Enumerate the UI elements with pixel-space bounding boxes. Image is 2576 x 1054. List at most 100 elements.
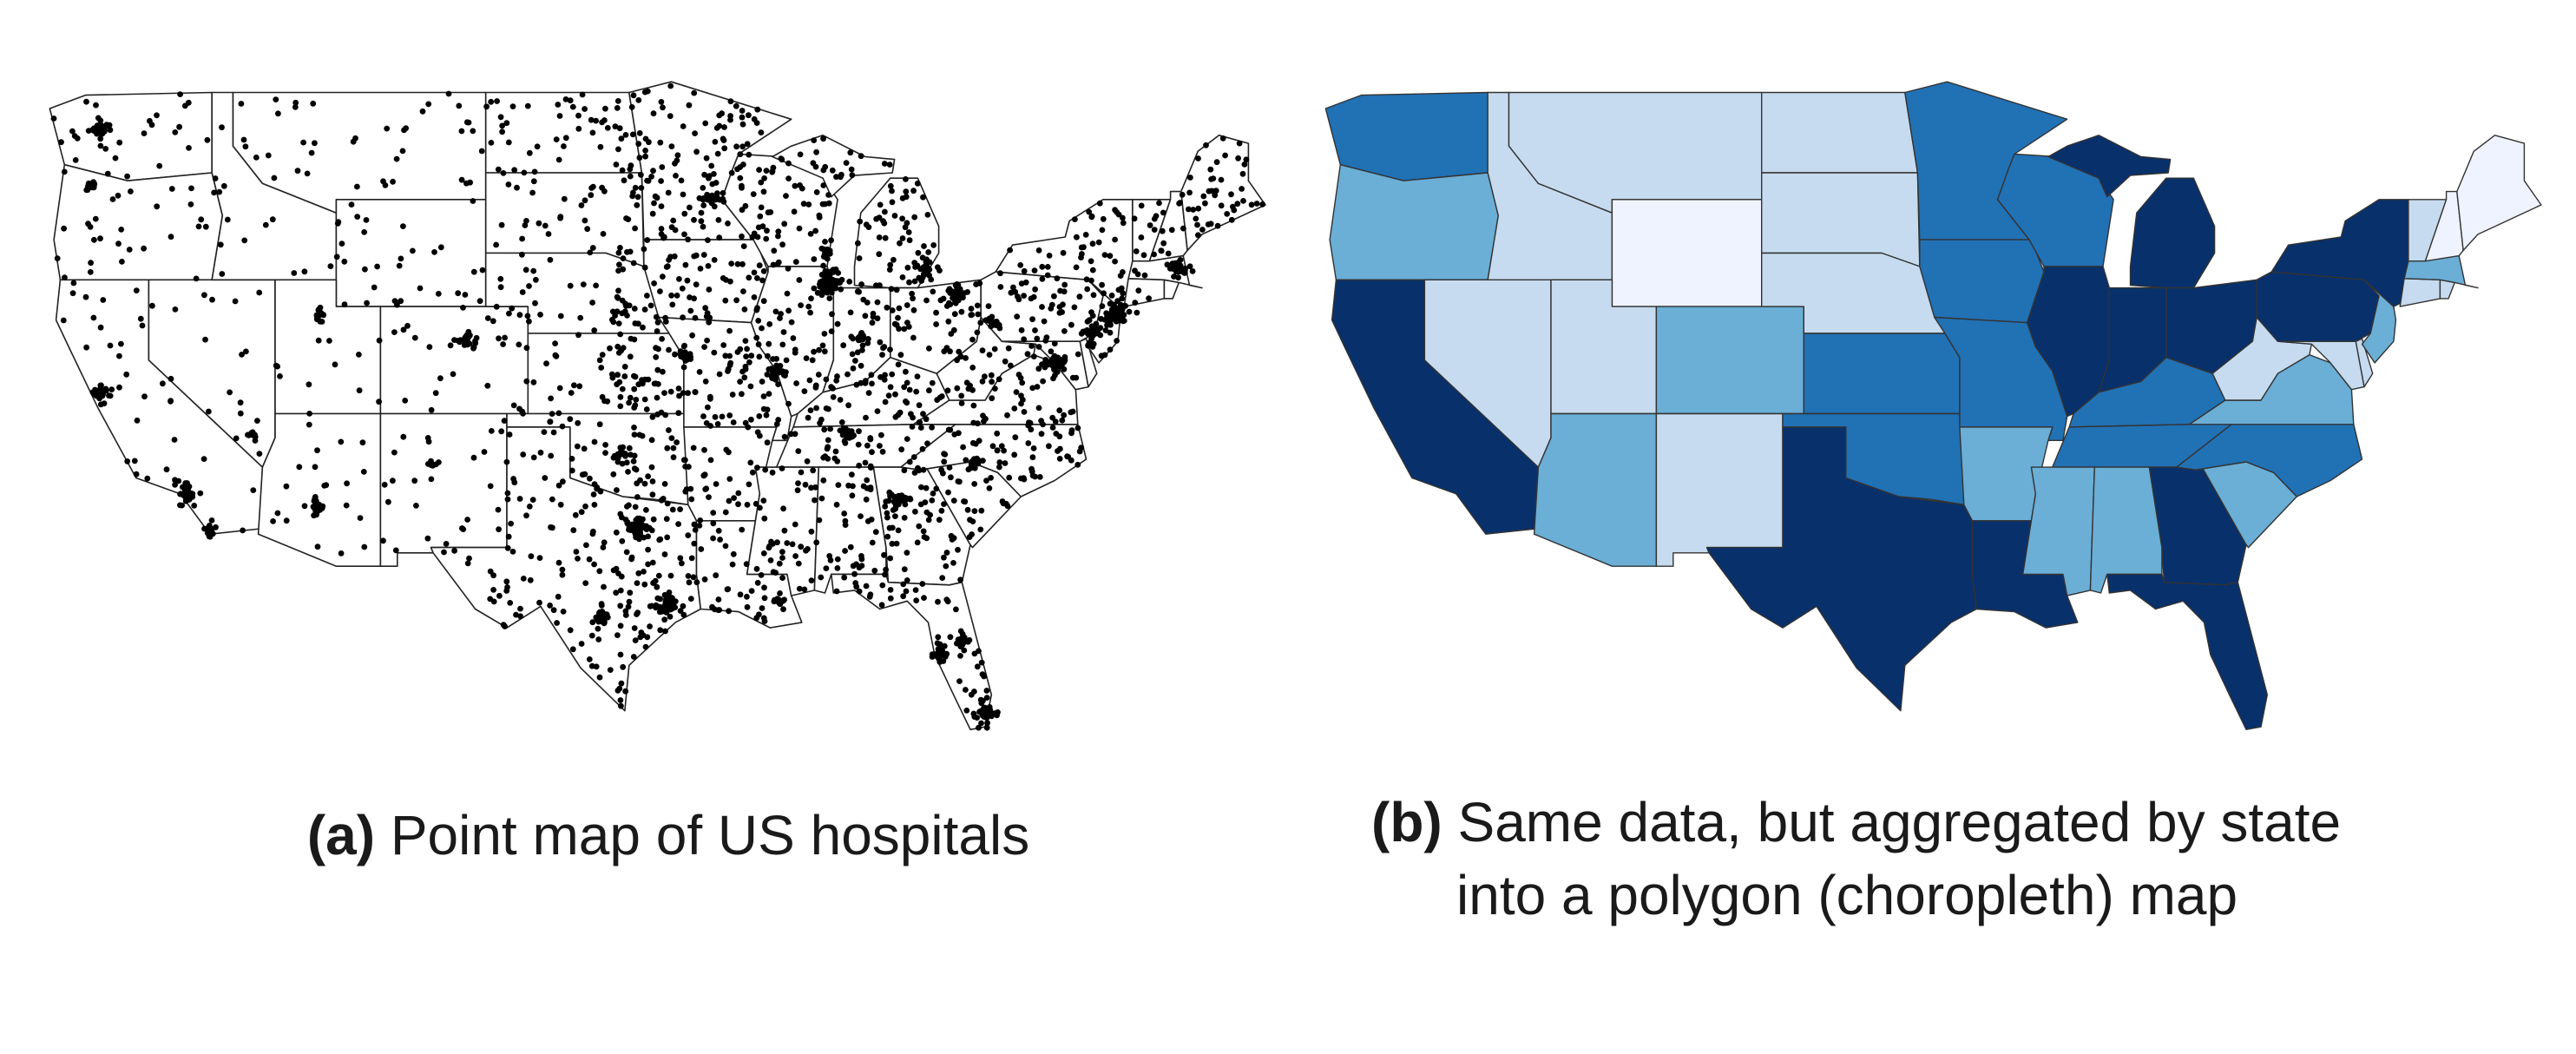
hospital-point bbox=[1002, 460, 1009, 466]
hospital-point bbox=[484, 382, 491, 389]
hospital-point bbox=[1241, 161, 1248, 168]
hospital-point bbox=[1036, 474, 1043, 480]
hospital-point bbox=[154, 112, 160, 119]
state-outline-fl bbox=[831, 573, 993, 731]
hospital-point bbox=[1151, 215, 1158, 222]
hospital-point bbox=[727, 113, 733, 119]
hospital-point bbox=[680, 123, 687, 129]
hospital-point bbox=[92, 386, 98, 393]
hospital-point bbox=[903, 194, 910, 201]
hospital-point bbox=[728, 169, 735, 176]
hospital-point bbox=[631, 431, 638, 438]
hospital-point bbox=[978, 659, 985, 666]
hospital-point bbox=[878, 431, 884, 438]
hospital-point bbox=[701, 171, 707, 178]
hospital-point bbox=[661, 390, 667, 396]
hospital-point bbox=[1089, 240, 1096, 247]
hospital-point bbox=[621, 373, 628, 379]
hospital-point bbox=[645, 473, 651, 480]
hospital-point bbox=[923, 259, 930, 266]
hospital-point bbox=[510, 476, 516, 482]
hospital-point bbox=[560, 609, 567, 615]
hospital-point bbox=[833, 501, 840, 508]
hospital-point bbox=[670, 454, 677, 461]
hospital-point bbox=[1151, 251, 1157, 258]
hospital-point bbox=[1100, 215, 1107, 222]
state-outline-wv bbox=[936, 316, 1037, 401]
hospital-point bbox=[948, 532, 955, 539]
hospital-point bbox=[1052, 418, 1059, 425]
hospital-point bbox=[753, 334, 760, 341]
hospital-point bbox=[1103, 310, 1110, 317]
hospital-point bbox=[537, 312, 543, 318]
hospital-point bbox=[881, 344, 888, 350]
hospital-point bbox=[817, 419, 823, 426]
hospital-point bbox=[1228, 216, 1235, 223]
hospital-point bbox=[922, 499, 929, 505]
hospital-point bbox=[595, 625, 601, 632]
hospital-point bbox=[1038, 431, 1045, 438]
hospital-point bbox=[1039, 263, 1046, 270]
caption-a-label: (a) bbox=[306, 804, 376, 866]
hospital-point bbox=[588, 662, 595, 669]
hospital-point bbox=[498, 221, 505, 228]
hospital-point bbox=[884, 510, 890, 517]
hospital-point bbox=[596, 674, 603, 681]
hospital-point bbox=[526, 318, 532, 325]
hospital-point bbox=[254, 418, 260, 424]
hospital-point bbox=[760, 188, 767, 195]
hospital-point bbox=[978, 720, 984, 727]
hospital-point bbox=[306, 411, 312, 417]
hospital-point bbox=[470, 345, 476, 352]
hospital-point bbox=[778, 155, 785, 161]
hospital-point bbox=[685, 390, 691, 397]
hospital-point bbox=[1011, 405, 1018, 412]
hospital-point bbox=[1017, 262, 1024, 268]
hospital-point bbox=[693, 579, 700, 586]
hospital-point bbox=[500, 170, 507, 176]
hospital-point bbox=[587, 475, 593, 482]
hospital-point bbox=[172, 306, 179, 313]
hospital-point bbox=[901, 467, 908, 474]
hospital-point bbox=[1165, 250, 1172, 257]
hospital-point bbox=[726, 476, 733, 482]
hospital-point bbox=[505, 139, 512, 146]
hospital-point bbox=[910, 454, 917, 460]
hospital-point bbox=[1131, 215, 1138, 222]
hospital-point bbox=[622, 451, 628, 458]
hospital-point bbox=[615, 287, 621, 294]
hospital-point bbox=[1218, 202, 1225, 209]
hospital-point bbox=[877, 282, 883, 288]
hospital-point bbox=[139, 322, 146, 329]
hospital-point bbox=[1081, 244, 1087, 251]
hospital-point bbox=[848, 428, 855, 434]
hospital-point bbox=[1022, 279, 1029, 286]
hospital-point bbox=[843, 160, 850, 166]
hospital-point bbox=[628, 527, 634, 533]
hospital-point bbox=[631, 385, 638, 392]
hospital-point bbox=[991, 710, 998, 716]
hospital-point bbox=[154, 203, 161, 210]
hospital-point bbox=[1159, 227, 1166, 234]
hospital-point bbox=[1008, 362, 1014, 369]
hospital-point bbox=[72, 157, 79, 163]
hospital-point bbox=[521, 169, 528, 176]
hospital-point bbox=[658, 226, 665, 232]
hospital-point bbox=[607, 667, 614, 673]
hospital-point bbox=[681, 231, 687, 238]
hospital-point bbox=[92, 215, 99, 222]
hospital-point bbox=[172, 482, 179, 488]
state-polygon-nd bbox=[1761, 91, 1919, 174]
hospital-point bbox=[354, 183, 360, 190]
hospital-point bbox=[488, 140, 495, 146]
hospital-point bbox=[642, 153, 648, 160]
hospital-point bbox=[874, 299, 881, 306]
hospital-point bbox=[977, 526, 984, 533]
hospital-point bbox=[785, 175, 792, 181]
hospital-point bbox=[314, 447, 320, 454]
hospital-point bbox=[636, 536, 642, 543]
hospital-point bbox=[626, 445, 633, 451]
hospital-point bbox=[796, 277, 803, 283]
hospital-point bbox=[955, 546, 961, 553]
hospital-point bbox=[700, 472, 707, 479]
